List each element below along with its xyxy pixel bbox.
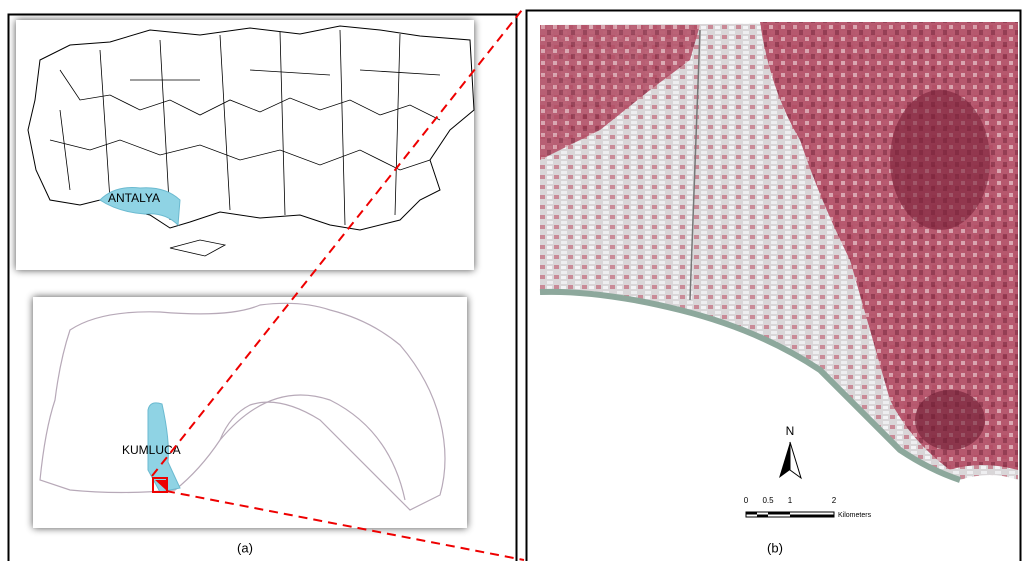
panel-label: (a) bbox=[237, 540, 253, 555]
figure: ANTALYA KUMLUCA (a) N 0 0.5 1 bbox=[0, 0, 1022, 561]
scale-tick-label: 0.5 bbox=[762, 496, 774, 505]
scale-tick-label: 0 bbox=[744, 496, 749, 505]
scale-unit: Kilometers bbox=[838, 512, 872, 519]
scale-tick-label: 2 bbox=[832, 496, 837, 505]
scale-tick-label: 1 bbox=[788, 496, 793, 505]
turkey-inset: ANTALYA bbox=[16, 20, 474, 270]
region-label: ANTALYA bbox=[108, 191, 160, 205]
antalya-inset: KUMLUCA bbox=[33, 297, 467, 528]
panel-label: (b) bbox=[767, 540, 783, 555]
north-label: N bbox=[786, 424, 795, 438]
